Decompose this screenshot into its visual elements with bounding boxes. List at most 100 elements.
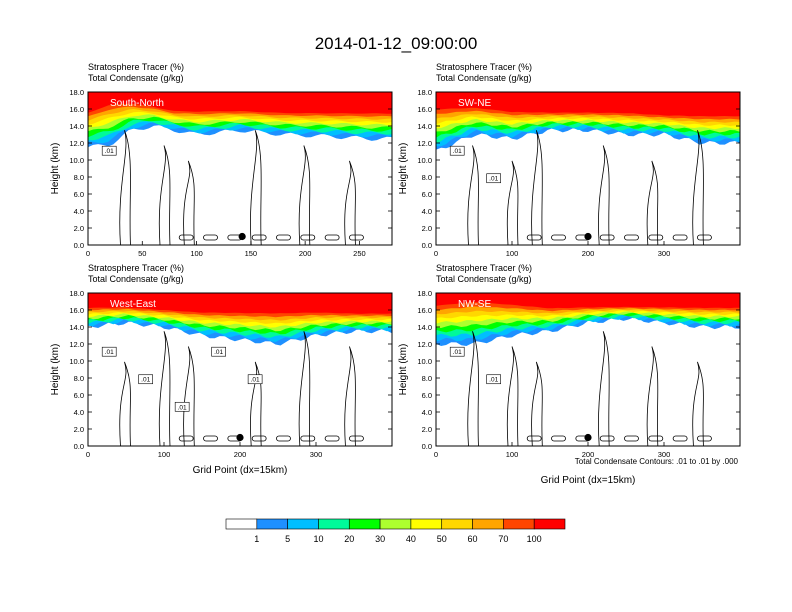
contour-label-box	[449, 346, 465, 357]
subtitle-condensate: Total Condensate (g/kg)	[436, 73, 532, 83]
condensate-contours	[467, 331, 712, 446]
panel-south-north: Stratosphere Tracer (%)Total Condensate …	[50, 62, 393, 258]
contour-cell	[251, 435, 267, 442]
station-marker	[584, 433, 592, 442]
contour-line	[250, 130, 262, 245]
contour-line	[183, 346, 195, 446]
contour-cell	[599, 234, 615, 241]
colorbar-label: 50	[437, 534, 447, 544]
y-tick-label: 14.0	[69, 323, 84, 332]
contour-label: .01	[105, 349, 114, 356]
tracer-field	[436, 92, 740, 245]
y-tick-label: 4.0	[422, 408, 432, 417]
colorbar-label: 100	[527, 534, 542, 544]
y-tick-label: 0.0	[74, 442, 84, 451]
y-tick-label: 12.0	[417, 139, 432, 148]
y-tick-label: 8.0	[74, 374, 84, 383]
condensate-contours	[119, 331, 364, 446]
y-tick-label: 14.0	[417, 122, 432, 131]
colorbar-label: 40	[406, 534, 416, 544]
subtitle-tracer: Stratosphere Tracer (%)	[436, 62, 532, 72]
y-tick-label: 8.0	[422, 173, 432, 182]
tracer-band	[436, 293, 740, 309]
colorbar-swatch	[379, 518, 412, 530]
contour-cell	[551, 435, 566, 442]
contour-cell	[551, 234, 566, 241]
contour-cell	[349, 435, 364, 442]
contour-line	[506, 160, 519, 245]
y-axis-label: Height (km)	[398, 143, 409, 195]
y-tick-label: 14.0	[417, 323, 432, 332]
contour-label-box	[486, 374, 501, 385]
y-tick-label: 18.0	[69, 289, 84, 298]
x-tick-label: 0	[86, 450, 90, 459]
contour-cell	[300, 435, 316, 442]
colorbar-swatch	[348, 518, 381, 530]
x-tick-label: 300	[310, 450, 323, 459]
contour-cell	[648, 435, 664, 442]
contour-cell	[276, 234, 291, 241]
y-tick-label: 4.0	[74, 207, 84, 216]
contour-label: .01	[489, 377, 498, 384]
x-tick-label: 150	[245, 249, 258, 258]
section-label: NW-SE	[458, 299, 491, 310]
contour-line	[531, 361, 543, 446]
condensate-contours	[119, 130, 364, 245]
colorbar-label: 10	[313, 534, 323, 544]
contour-line	[692, 130, 704, 245]
y-tick-label: 12.0	[69, 340, 84, 349]
colorbar-swatch	[225, 518, 258, 530]
condensate-contours	[467, 130, 712, 245]
subtitle-condensate: Total Condensate (g/kg)	[88, 274, 184, 284]
colorbar-swatch	[441, 518, 473, 530]
x-tick-label: 100	[190, 249, 203, 258]
y-tick-label: 14.0	[69, 122, 84, 131]
x-tick-label: 100	[506, 450, 519, 459]
x-tick-label: 50	[138, 249, 146, 258]
station-marker	[236, 433, 244, 442]
y-tick-label: 6.0	[422, 391, 432, 400]
y-tick-label: 4.0	[422, 207, 432, 216]
y-tick-label: 10.0	[69, 156, 84, 165]
y-tick-label: 12.0	[69, 139, 84, 148]
contour-label: .01	[214, 349, 223, 356]
contour-label-box	[247, 374, 263, 385]
contour-label: .01	[489, 176, 498, 183]
tracer-band	[88, 92, 392, 114]
section-label: West-East	[110, 299, 156, 310]
subtitle-tracer: Stratosphere Tracer (%)	[436, 263, 532, 273]
contour-label: .01	[453, 349, 462, 356]
contour-cell	[624, 234, 639, 241]
contour-label: .01	[105, 148, 114, 155]
contour-cell	[324, 435, 340, 442]
tracer-band	[436, 92, 740, 117]
contour-cell	[624, 435, 639, 442]
contour-line	[119, 361, 131, 446]
y-tick-label: 16.0	[417, 105, 432, 114]
colorbar-label: 60	[468, 534, 478, 544]
y-tick-label: 6.0	[422, 190, 432, 199]
contour-line	[158, 331, 171, 446]
contour-line	[344, 160, 356, 245]
subtitle-condensate: Total Condensate (g/kg)	[88, 73, 184, 83]
subtitle-condensate: Total Condensate (g/kg)	[436, 274, 532, 284]
y-axis-label: Height (km)	[398, 344, 409, 396]
colorbar: 1 5 10 20 30 40 50 60 70 100	[225, 518, 566, 544]
contour-label: .01	[453, 148, 462, 155]
contour-line	[467, 145, 479, 245]
x-tick-label: 250	[353, 249, 366, 258]
contour-label-box	[174, 401, 190, 412]
contour-note: Total Condensate Contours: .01 to .01 by…	[575, 457, 739, 466]
contour-line	[467, 331, 479, 446]
y-tick-label: 6.0	[74, 391, 84, 400]
subtitle-tracer: Stratosphere Tracer (%)	[88, 62, 184, 72]
x-tick-label: 0	[434, 249, 438, 258]
y-tick-label: 18.0	[417, 88, 432, 97]
x-tick-label: 100	[158, 450, 171, 459]
contour-cell	[251, 234, 267, 241]
y-tick-label: 8.0	[422, 374, 432, 383]
contour-label-box	[101, 145, 117, 156]
contour-cell	[672, 435, 688, 442]
colorbar-swatch	[410, 518, 443, 530]
station-marker	[584, 232, 592, 241]
